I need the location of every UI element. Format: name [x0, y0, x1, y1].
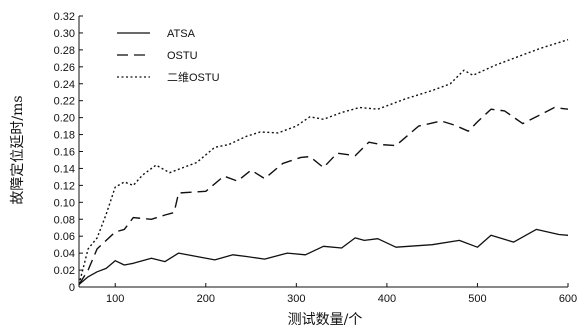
y-tick-label: 0.32: [54, 11, 75, 23]
y-axis-title: 故障定位延时/ms: [10, 95, 26, 204]
y-tick-label: 0.26: [54, 62, 75, 74]
y-axis: 0 0.02 0.04 0.06 0.08 0.10 0.12 0.14 0.16 0.18 0.2…: [54, 11, 83, 294]
legend-label-3: 二维OSTU: [167, 71, 220, 84]
legend-label-1: ATSA: [167, 28, 196, 40]
legend: ATSA OSTU 二维OSTU: [117, 28, 220, 84]
series-line-2: [78, 106, 569, 285]
x-tick-label: 100: [106, 293, 124, 305]
y-tick-label: 0.18: [54, 130, 75, 142]
y-tick-label: 0.30: [54, 28, 75, 40]
x-tick-label: 200: [197, 293, 215, 305]
y-tick-label: 0.22: [54, 96, 75, 108]
y-tick-label: 0.20: [54, 113, 75, 125]
y-tick-label: 0.04: [54, 248, 75, 260]
x-axis: 100 200 300 400 500 600: [106, 283, 577, 305]
y-tick-label: 0.24: [54, 79, 75, 91]
series-lines: [78, 39, 569, 285]
x-tick-label: 300: [287, 293, 305, 305]
y-tick-label: 0.02: [54, 265, 75, 277]
y-tick-label: 0.28: [54, 45, 75, 57]
y-tick-label: 0.10: [54, 197, 75, 209]
y-tick-label: 0.06: [54, 231, 75, 243]
y-tick-label: 0.08: [54, 214, 75, 226]
y-tick-label: 0: [69, 282, 75, 294]
x-tick-label: 600: [559, 293, 577, 305]
series-line-1: [78, 228, 569, 285]
x-tick-label: 500: [468, 293, 486, 305]
x-tick-label: 400: [378, 293, 396, 305]
legend-label-2: OSTU: [167, 50, 198, 62]
y-tick-label: 0.12: [54, 180, 75, 192]
y-tick-label: 0.16: [54, 147, 75, 159]
x-axis-title: 测试数量/个: [288, 312, 363, 328]
series-line-3: [78, 39, 569, 285]
y-tick-label: 0.14: [54, 163, 75, 175]
